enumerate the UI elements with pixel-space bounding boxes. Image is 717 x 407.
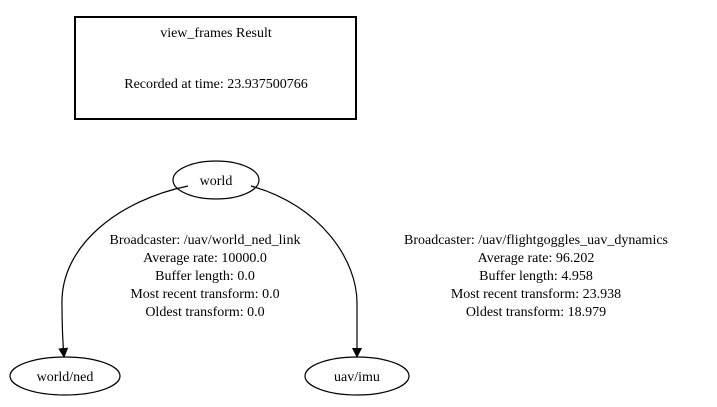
edge-label-average-rate: Average rate: 96.202	[478, 251, 595, 266]
edge-label-world-to-world-ned: Broadcaster: /uav/world_ned_link Average…	[110, 233, 301, 320]
edge-label-buffer-length: Buffer length: 4.958	[479, 269, 593, 284]
node-world-ned-label: world/ned	[37, 370, 94, 385]
node-uav-imu-ellipse	[304, 356, 410, 396]
node-world: world	[172, 160, 260, 200]
edge-world-to-uav-imu	[250, 185, 362, 358]
edge-label-buffer-length: Buffer length: 0.0	[155, 269, 255, 284]
edge-label-broadcaster: Broadcaster: /uav/world_ned_link	[110, 233, 301, 248]
node-uav-imu: uav/imu	[304, 356, 410, 396]
edge-label-most-recent-transform: Most recent transform: 23.938	[451, 287, 621, 302]
node-world-ellipse	[172, 160, 260, 200]
edge-label-most-recent-transform: Most recent transform: 0.0	[130, 287, 279, 302]
node-world-ned-ellipse	[9, 356, 121, 396]
recorded-at-text: Recorded at time: 23.937500766	[124, 77, 308, 92]
edge-label-average-rate: Average rate: 10000.0	[143, 251, 267, 266]
edge-label-broadcaster: Broadcaster: /uav/flightgoggles_uav_dyna…	[404, 233, 668, 248]
header-box: view_frames Result Recorded at time: 23.…	[74, 16, 357, 120]
header-title: view_frames Result	[160, 26, 272, 41]
node-world-ned: world/ned	[9, 356, 121, 396]
node-uav-imu-label: uav/imu	[334, 370, 380, 385]
node-world-label: world	[200, 174, 233, 189]
edge-label-oldest-transform: Oldest transform: 0.0	[145, 305, 264, 320]
edge-label-world-to-uav-imu: Broadcaster: /uav/flightgoggles_uav_dyna…	[404, 233, 668, 320]
header-box-border	[74, 16, 357, 120]
edge-world-to-world-ned	[58, 185, 189, 358]
edge-label-oldest-transform: Oldest transform: 18.979	[466, 305, 606, 320]
